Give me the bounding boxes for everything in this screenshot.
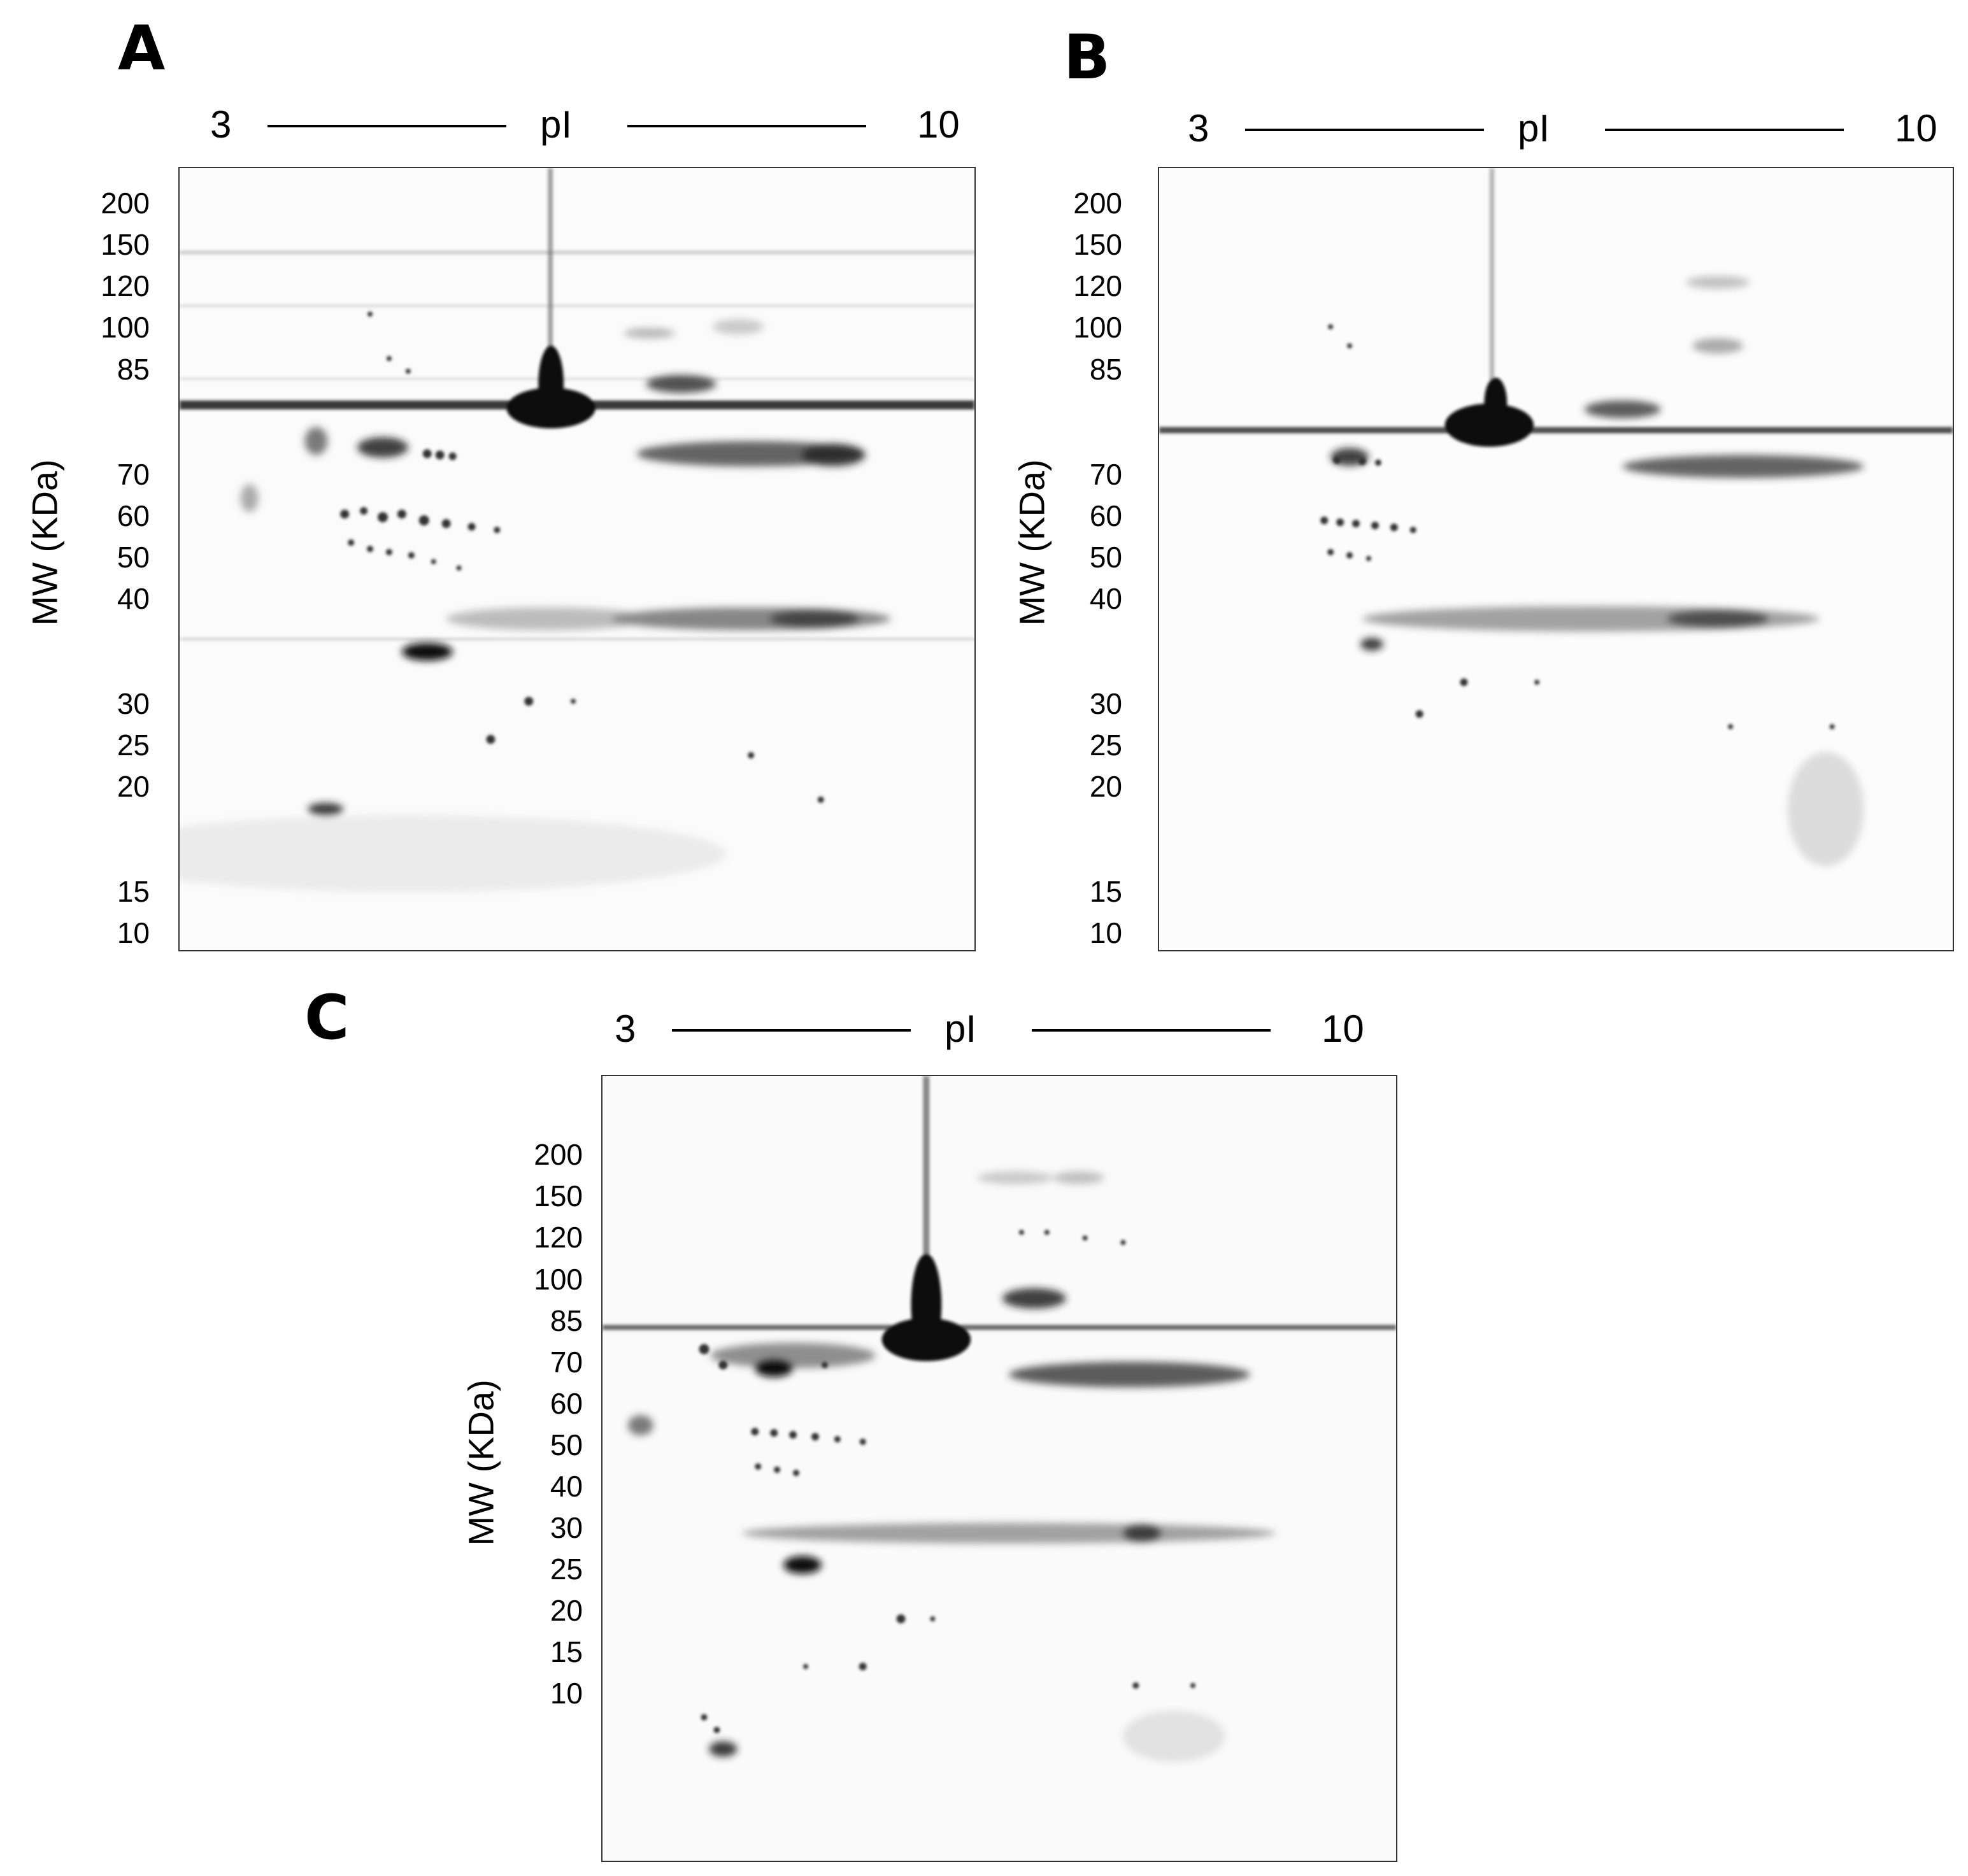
pi-line-right: [1032, 1029, 1271, 1032]
pi-max-label: 10: [917, 103, 960, 146]
mw-tick: 100: [534, 1263, 583, 1296]
pi-line-right: [627, 125, 866, 127]
mw-tick: 200: [101, 187, 150, 220]
mw-tick: 100: [1073, 311, 1122, 344]
mw-axis-label: MW (KDa): [460, 1379, 501, 1546]
mw-tick: 30: [1089, 687, 1122, 720]
mw-tick: 30: [550, 1511, 583, 1544]
mw-tick: 85: [550, 1304, 583, 1337]
mw-tick: 10: [117, 916, 150, 949]
mw-tick: 50: [117, 541, 150, 574]
panel-label: B: [1064, 22, 1111, 93]
mw-axis-label: MW (KDa): [24, 459, 65, 626]
pi-min-label: 3: [615, 1007, 636, 1050]
mw-tick: 100: [101, 311, 150, 344]
mw-tick: 40: [117, 582, 150, 615]
mw-tick: 15: [550, 1635, 583, 1668]
gel-image: [1158, 167, 1954, 951]
pi-max-label: 10: [1895, 107, 1937, 150]
pi-line-left: [1245, 129, 1484, 131]
mw-tick: 85: [1089, 353, 1122, 386]
pi-label: pI: [945, 1007, 977, 1050]
mw-tick: 85: [117, 353, 150, 386]
mw-tick: 25: [117, 728, 150, 762]
mw-tick: 200: [1073, 187, 1122, 220]
pi-axis: 3 pI 10: [204, 104, 987, 145]
gel-image: [178, 167, 976, 951]
mw-tick: 15: [1089, 875, 1122, 908]
mw-tick: 20: [117, 770, 150, 803]
mw-tick: 50: [1089, 541, 1122, 574]
mw-tick: 30: [117, 687, 150, 720]
mw-tick: 120: [534, 1221, 583, 1254]
pi-min-label: 3: [1188, 107, 1209, 150]
mw-tick: 60: [117, 499, 150, 532]
mw-tick: 150: [101, 228, 150, 261]
mw-tick: 60: [550, 1387, 583, 1420]
mw-tick: 40: [550, 1470, 583, 1503]
mw-tick: 10: [550, 1677, 583, 1710]
mw-tick: 70: [117, 458, 150, 491]
gel-image: [601, 1075, 1397, 1862]
gel-spots: [1159, 168, 1953, 950]
mw-tick: 20: [550, 1594, 583, 1627]
mw-tick: 150: [534, 1179, 583, 1212]
mw-tick: 40: [1089, 582, 1122, 615]
pi-line-right: [1605, 129, 1844, 131]
pi-min-label: 3: [210, 103, 232, 146]
mw-tick: 50: [550, 1428, 583, 1461]
pi-max-label: 10: [1322, 1007, 1364, 1050]
mw-tick: 20: [1089, 770, 1122, 803]
pi-label: pI: [540, 103, 573, 146]
pi-axis: 3 pI 10: [608, 1009, 1392, 1049]
mw-tick: 10: [1089, 916, 1122, 949]
mw-tick: 25: [1089, 728, 1122, 762]
mw-tick: 150: [1073, 228, 1122, 261]
mw-axis-label: MW (KDa): [1011, 459, 1052, 626]
pi-label: pI: [1518, 107, 1550, 150]
gel-spots: [603, 1076, 1396, 1861]
panel-label: C: [304, 982, 350, 1053]
mw-tick: 15: [117, 875, 150, 908]
mw-tick: 25: [550, 1553, 583, 1586]
mw-tick: 60: [1089, 499, 1122, 532]
mw-tick: 70: [1089, 458, 1122, 491]
pi-line-left: [267, 125, 506, 127]
panel-label: A: [118, 13, 166, 84]
mw-tick: 70: [550, 1346, 583, 1379]
mw-tick: 120: [101, 269, 150, 302]
gel-spots: [180, 168, 974, 950]
pi-axis: 3 pI 10: [1181, 108, 1965, 149]
mw-tick: 120: [1073, 269, 1122, 302]
mw-tick: 200: [534, 1138, 583, 1171]
pi-line-left: [672, 1029, 911, 1032]
